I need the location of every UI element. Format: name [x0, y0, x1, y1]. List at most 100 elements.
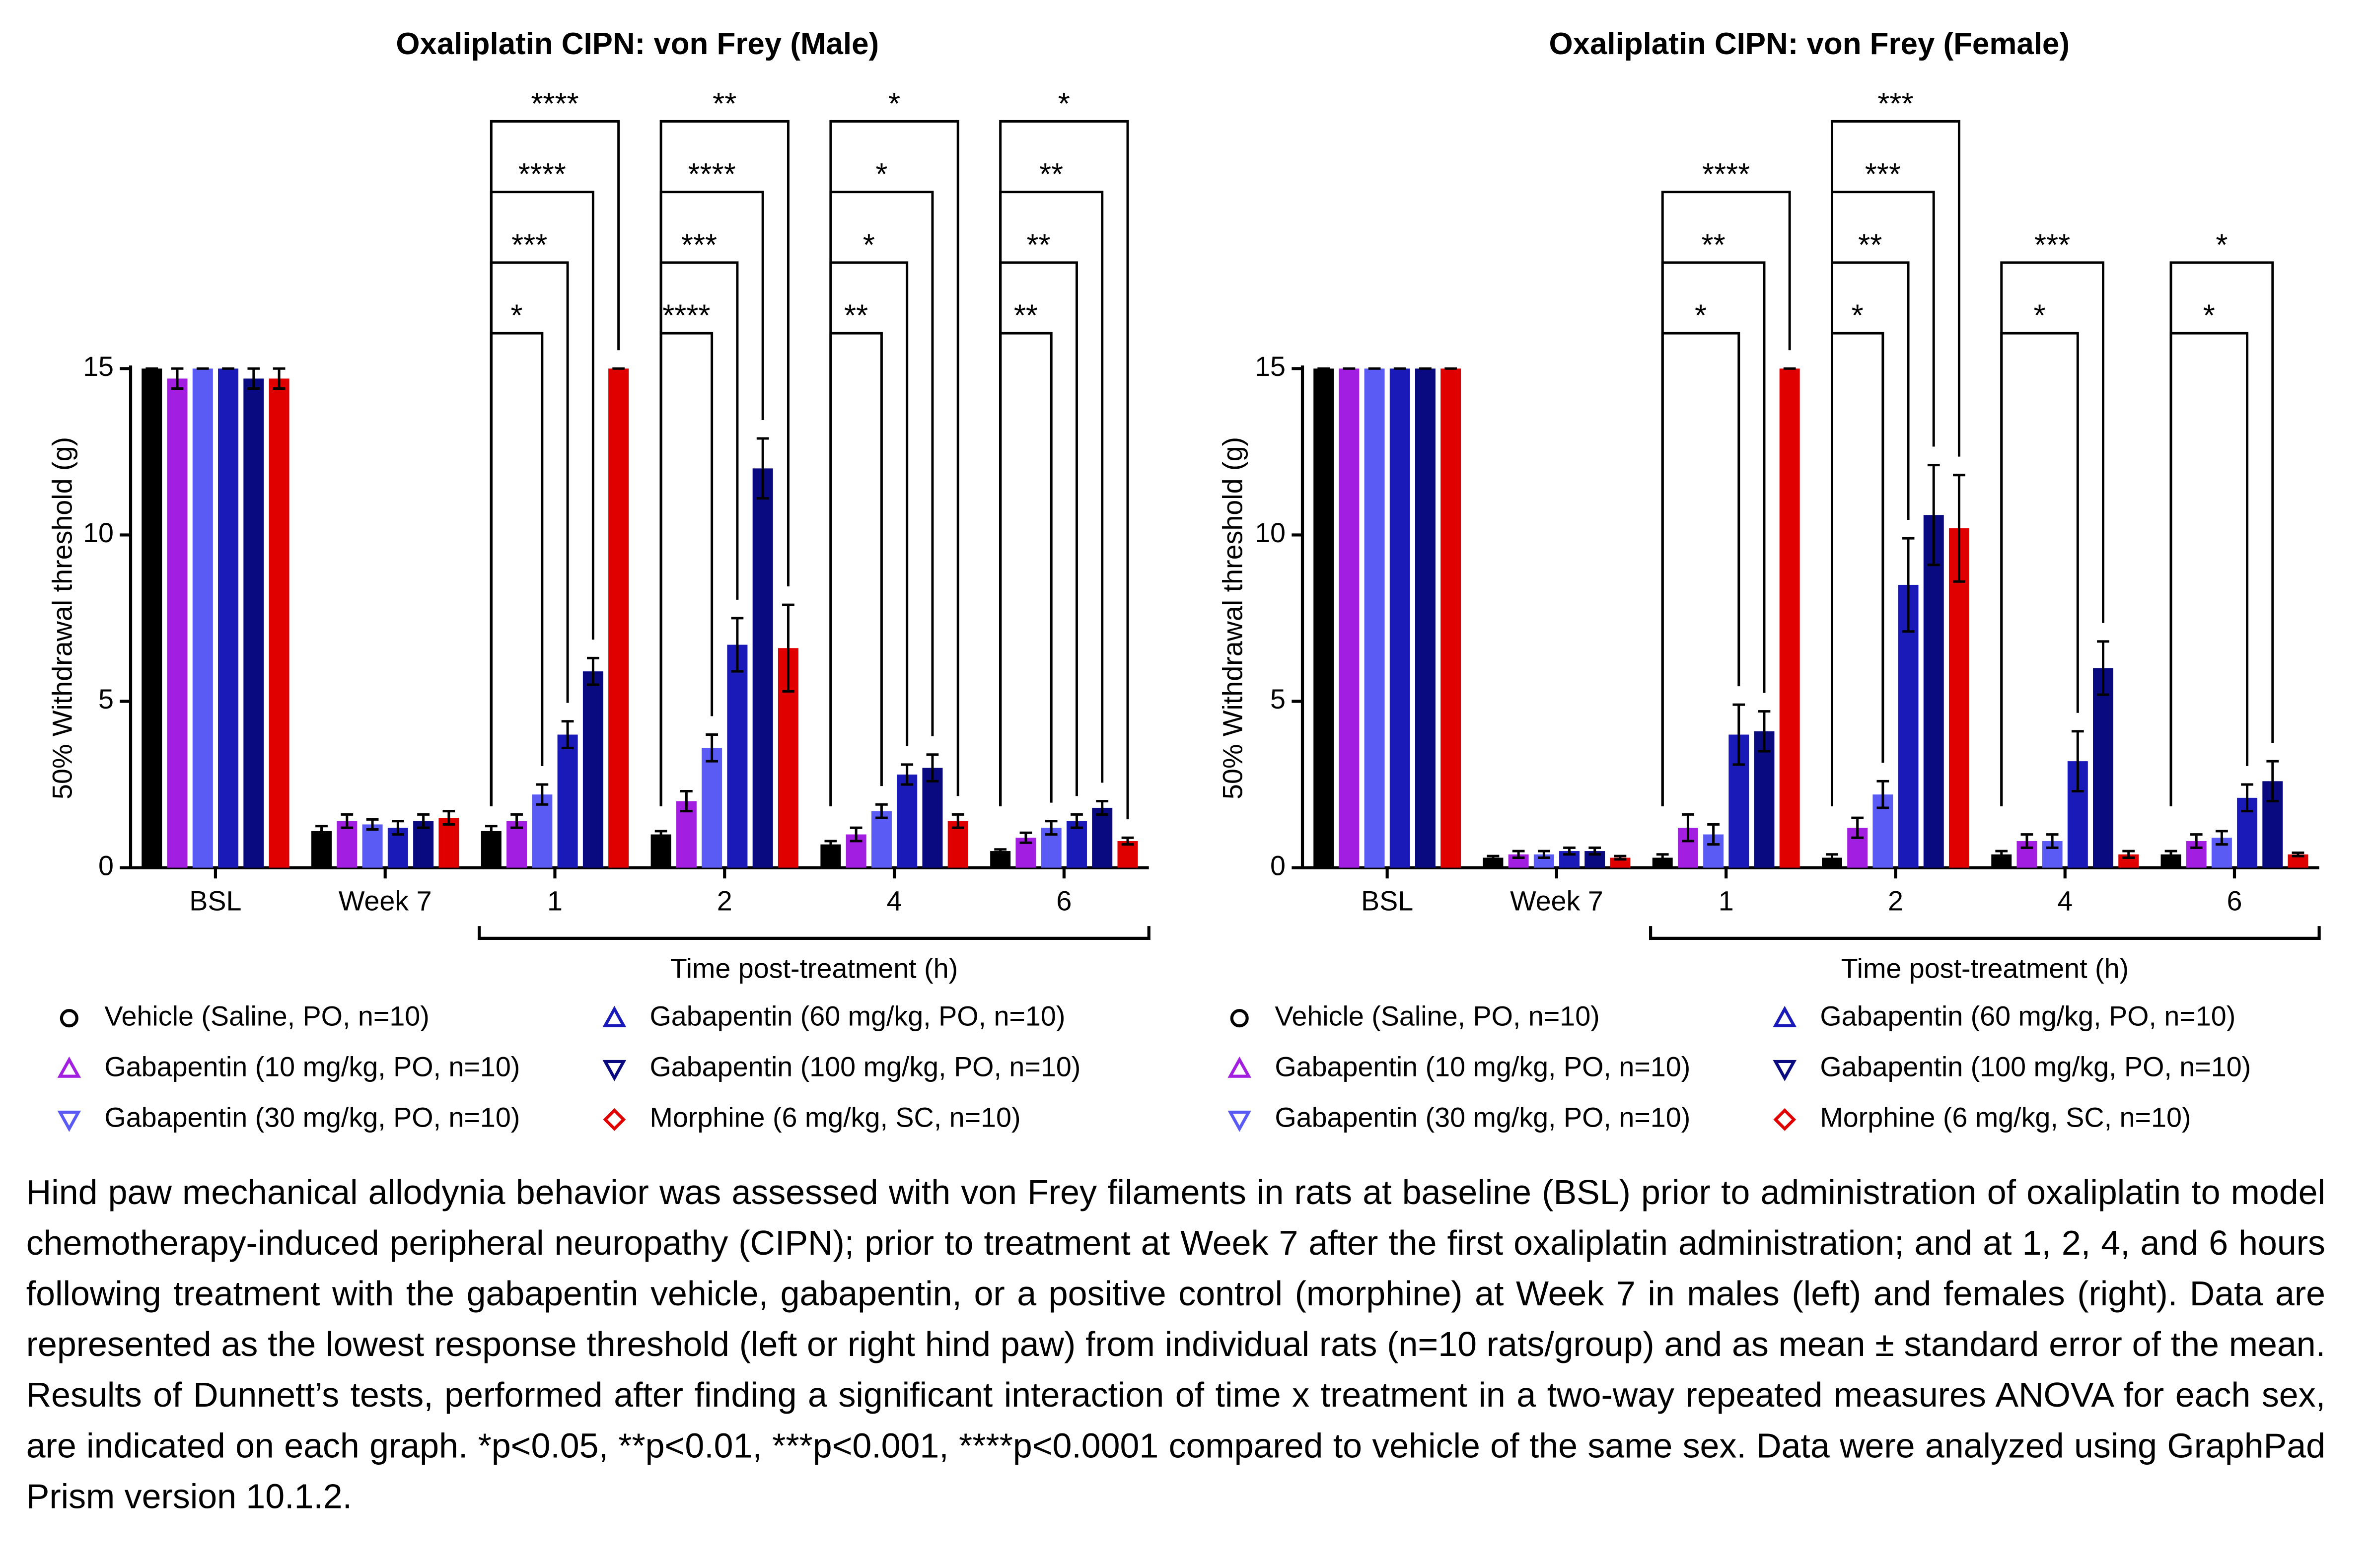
error-bar — [2071, 730, 2084, 792]
error-bar — [1614, 855, 1627, 861]
significance-label: * — [863, 228, 875, 262]
bar — [1339, 368, 1360, 868]
x-tick-label: 2 — [1888, 885, 1903, 916]
bar — [608, 368, 629, 868]
error-bar — [366, 818, 379, 831]
bar — [1415, 368, 1436, 868]
significance-label: *** — [681, 228, 717, 262]
significance-label: * — [1058, 87, 1070, 121]
error-bar — [2266, 760, 2279, 803]
significance-bracket — [2000, 332, 2079, 806]
legend-label: Gabapentin (10 mg/kg, PO, n=10) — [1275, 1051, 1690, 1082]
error-bar — [1019, 831, 1032, 844]
bar — [702, 748, 722, 868]
y-tick-label: 5 — [1270, 684, 1286, 714]
error-bar — [1045, 820, 1058, 836]
error-bar — [417, 813, 430, 829]
significance-bracket — [829, 332, 883, 806]
significance-bracket — [829, 120, 959, 806]
significance-bracket — [490, 332, 544, 806]
error-bar — [442, 810, 455, 826]
x-tick-label: BSL — [189, 885, 241, 916]
legend-label: Vehicle (Saline, PO, n=10) — [1275, 1000, 1599, 1031]
bar — [438, 818, 459, 868]
error-bar — [2097, 640, 2109, 696]
bar — [243, 378, 264, 868]
legend-marker — [602, 1005, 627, 1027]
significance-label: * — [1695, 299, 1707, 333]
error-bar — [1927, 464, 1940, 567]
bar — [1364, 368, 1385, 868]
error-bar — [2046, 833, 2059, 849]
bar — [1754, 731, 1775, 868]
bar — [752, 468, 773, 868]
error-bar — [1707, 823, 1720, 846]
caption: Hind paw mechanical allodynia behavior w… — [26, 1173, 2325, 1516]
error-bar — [680, 789, 693, 813]
legend-label: Morphine (6 mg/kg, SC, n=10) — [1820, 1102, 2191, 1133]
significance-label: *** — [2034, 228, 2070, 262]
significance-bracket — [2169, 332, 2249, 806]
x-tick-label: 6 — [2227, 885, 2242, 916]
legend-label: Gabapentin (10 mg/kg, PO, n=10) — [104, 1051, 520, 1082]
significance-bracket — [659, 120, 790, 806]
error-bar — [171, 367, 184, 390]
error-bar — [1537, 850, 1550, 859]
bar — [582, 671, 603, 868]
significance-label: *** — [1865, 157, 1901, 192]
significance-bracket — [490, 261, 569, 806]
bar — [192, 368, 213, 868]
significance-bracket — [1831, 120, 1960, 806]
bar — [1389, 368, 1410, 868]
error-bar — [1732, 703, 1745, 766]
x-group-bracket — [1649, 926, 2321, 940]
error-bar — [2216, 830, 2228, 846]
significance-bracket — [659, 332, 714, 806]
error-bar — [1512, 850, 1525, 859]
legend-marker — [1773, 1005, 1797, 1027]
legend-label: Gabapentin (30 mg/kg, PO, n=10) — [104, 1102, 520, 1133]
error-bar — [1121, 836, 1134, 846]
significance-label: ** — [1039, 157, 1063, 192]
error-bar — [315, 825, 328, 838]
significance-label: * — [2216, 228, 2228, 262]
legend-marker — [603, 1108, 626, 1131]
x-tick-label: 6 — [1056, 885, 1072, 916]
error-bar — [2020, 833, 2033, 849]
y-axis-label: 50% Withdrawal threshold (g) — [47, 437, 78, 799]
error-bar — [536, 783, 549, 806]
significance-label: ** — [844, 299, 868, 333]
error-bar — [510, 813, 523, 829]
significance-bracket — [1831, 332, 1884, 806]
bar — [727, 644, 748, 868]
bar — [650, 834, 671, 868]
significance-label: **** — [688, 157, 735, 192]
error-bar — [2292, 851, 2304, 857]
y-tick-label: 10 — [1255, 517, 1286, 548]
error-bar — [850, 826, 863, 843]
chart-title: Oxaliplatin CIPN: von Frey (Male) — [396, 27, 879, 61]
error-bar — [706, 733, 719, 763]
error-bar — [901, 763, 914, 786]
legend-marker — [602, 1060, 627, 1081]
significance-label: * — [888, 87, 900, 121]
bar — [1923, 515, 1944, 868]
error-bar — [485, 825, 498, 838]
error-bar — [1953, 474, 1965, 583]
bar — [1092, 807, 1113, 868]
error-bar — [1758, 710, 1771, 753]
legend-label: Gabapentin (100 mg/kg, PO, n=10) — [1820, 1051, 2251, 1082]
error-bar — [824, 840, 837, 849]
significance-bracket — [1661, 261, 1766, 806]
bar — [362, 824, 383, 868]
bar — [532, 794, 553, 868]
x-tick-label: 4 — [2057, 885, 2073, 916]
error-bar — [951, 813, 964, 829]
error-bar — [1876, 780, 1889, 809]
error-bar — [1826, 853, 1838, 862]
error-bar — [782, 603, 794, 693]
significance-label: ** — [1702, 228, 1726, 262]
significance-bracket — [490, 120, 620, 806]
